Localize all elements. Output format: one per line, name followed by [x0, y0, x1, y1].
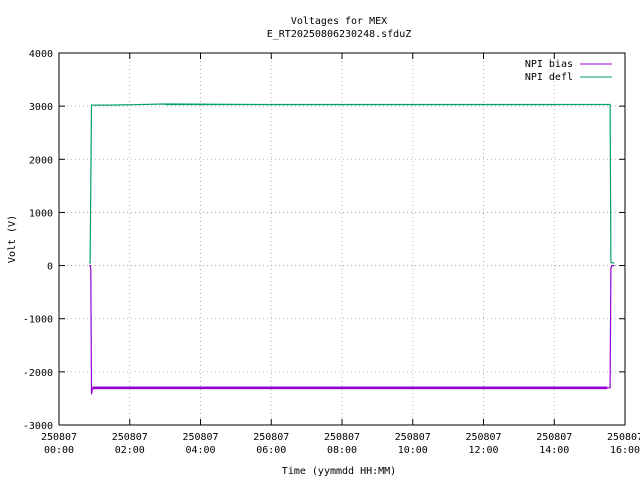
- x-tick-label-date: 250807: [607, 432, 640, 443]
- chart-subtitle: E_RT20250806230248.sfduZ: [267, 29, 412, 40]
- chart-title: Voltages for MEX: [291, 16, 387, 27]
- x-tick-label-date: 250807: [182, 432, 218, 443]
- x-tick-label-time: 08:00: [327, 445, 357, 456]
- x-tick-label-date: 250807: [465, 432, 501, 443]
- x-tick-label-date: 250807: [112, 432, 148, 443]
- y-tick-label: 2000: [29, 155, 53, 166]
- x-tick-label-date: 250807: [536, 432, 572, 443]
- grid-lines: [59, 53, 625, 425]
- x-tick-label-time: 06:00: [256, 445, 286, 456]
- x-tick-label-time: 02:00: [115, 445, 145, 456]
- x-tick-label-date: 250807: [41, 432, 77, 443]
- series-line-npi-defl: [89, 103, 615, 264]
- x-tick-label-time: 04:00: [185, 445, 215, 456]
- x-axis-label: Time (yymmdd HH:MM): [282, 466, 396, 477]
- legend-label-npi-defl: NPI defl: [525, 72, 573, 83]
- legend-label-npi-bias: NPI bias: [525, 59, 573, 70]
- series-line-npi-bias: [89, 265, 615, 395]
- y-tick-label: -2000: [23, 368, 53, 379]
- x-tick-label-time: 14:00: [539, 445, 569, 456]
- x-tick-label-time: 16:00: [610, 445, 640, 456]
- y-tick-label: -1000: [23, 315, 53, 326]
- legend: NPI bias NPI defl: [525, 59, 612, 83]
- plot-frame: [58, 52, 626, 426]
- y-tick-label: 1000: [29, 208, 53, 219]
- x-tick-label-date: 250807: [395, 432, 431, 443]
- x-tick-label-time: 12:00: [468, 445, 498, 456]
- y-axis-label: Volt (V): [7, 215, 18, 263]
- axis-ticks: -3000 -2000 -1000 0 1000 2000 3000 4000 250807 00…: [23, 49, 640, 456]
- x-tick-label-time: 10:00: [398, 445, 428, 456]
- x-tick-label-date: 250807: [324, 432, 360, 443]
- y-tick-label: -3000: [23, 421, 53, 432]
- y-tick-label: 3000: [29, 102, 53, 113]
- series-lines: [89, 103, 615, 395]
- y-tick-label: 0: [47, 262, 53, 273]
- x-tick-label-time: 00:00: [44, 445, 74, 456]
- y-tick-label: 4000: [29, 49, 53, 60]
- x-tick-label-date: 250807: [253, 432, 289, 443]
